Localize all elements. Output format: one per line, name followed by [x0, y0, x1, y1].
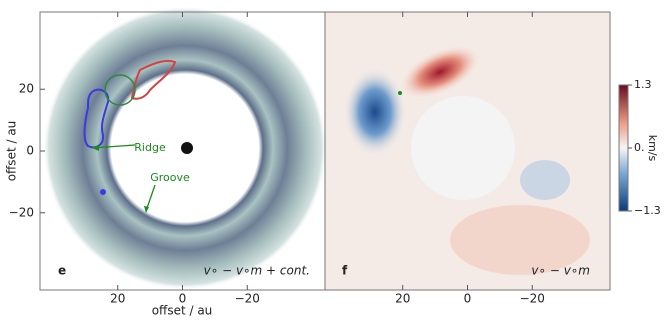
x-tick-label: 20 — [395, 292, 410, 306]
colorbar-label: km/s — [646, 135, 659, 162]
x-axis-label: offset / au — [152, 304, 213, 318]
x-tick-label: −20 — [235, 292, 260, 306]
colorbar — [618, 84, 629, 212]
caption: v∘ − v∘m + cont. — [204, 264, 310, 278]
colorbar-tick-label: 1.3 — [634, 78, 652, 91]
y-tick-label: 0 — [26, 144, 34, 158]
caption: v∘ − v∘m — [531, 264, 590, 278]
x-tick-label: 0 — [179, 292, 187, 306]
panel-label: e — [58, 264, 66, 278]
panel-f-image — [325, 12, 610, 290]
x-tick-label: 0 — [464, 292, 472, 306]
y-axis-label: offset / au — [5, 121, 19, 182]
colorbar-tick-label: −1.3 — [634, 204, 661, 217]
x-tick-label: 20 — [110, 292, 125, 306]
panel-e-image — [40, 6, 327, 290]
x-tick-label: −20 — [520, 292, 545, 306]
annotation: Ridge — [134, 141, 166, 154]
annotation: Groove — [150, 171, 190, 184]
y-tick-label: −20 — [9, 205, 34, 219]
colorbar-tick-label: 0. — [634, 141, 645, 154]
panel-label: f — [342, 264, 348, 278]
y-tick-label: 20 — [19, 82, 34, 96]
